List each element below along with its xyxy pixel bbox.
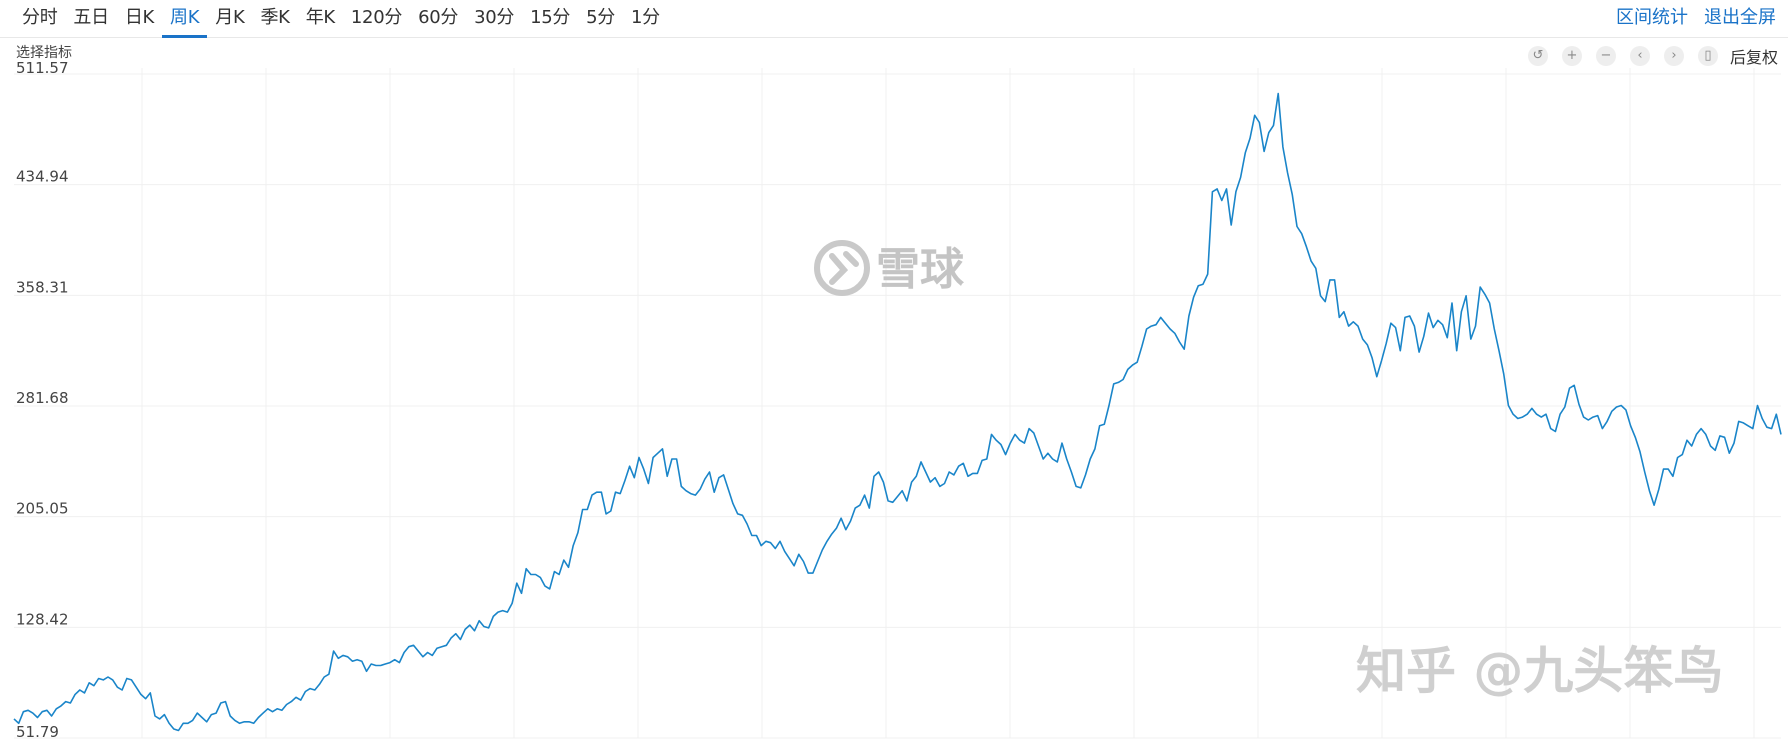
tab-12[interactable]: 1分: [630, 7, 660, 28]
candlestick-icon[interactable]: ▯: [1697, 46, 1718, 66]
period-tabs: 分时 五日 日K 周K 月K 季K 年K 120分 60分 30分 15分 5分 1分: [14, 0, 668, 38]
zhihu-watermark: 知乎 @九头笨鸟: [1356, 642, 1723, 700]
chart-tools: ↺ + − ‹ › ▯ 后复权: [1514, 44, 1778, 68]
period-toolbar: 分时 五日 日K 周K 月K 季K 年K 120分 60分 30分 15分 5分 1分 区间统计 退出全…: [0, 0, 1788, 38]
adjust-rights-toggle[interactable]: 后复权: [1729, 48, 1778, 67]
tab-6[interactable]: 年K: [305, 7, 336, 28]
y-tick-label: 358.31: [16, 278, 69, 296]
y-tick-label: 128.42: [16, 610, 69, 628]
next-icon[interactable]: ›: [1663, 46, 1684, 66]
interval-stats-button[interactable]: 区间统计: [1616, 7, 1688, 28]
zoom-in-icon[interactable]: +: [1561, 46, 1582, 66]
top-actions: 区间统计 退出全屏: [1600, 0, 1776, 38]
tab-10[interactable]: 15分: [530, 7, 571, 28]
tab-8[interactable]: 60分: [418, 7, 459, 28]
tab-7[interactable]: 120分: [350, 7, 403, 28]
y-axis-labels: 511.57 434.94 358.31 281.68 205.05 128.42 51.7…: [16, 59, 69, 741]
tab-5[interactable]: 季K: [260, 7, 290, 28]
undo-icon[interactable]: ↺: [1527, 46, 1548, 66]
tab-11[interactable]: 5分: [586, 7, 615, 28]
y-tick-label: 511.57: [16, 59, 69, 77]
y-tick-label: 51.79: [16, 723, 59, 741]
xueqiu-watermark: 雪球: [876, 244, 965, 295]
y-tick-label: 281.68: [16, 389, 69, 407]
xueqiu-logo-icon: [814, 240, 870, 296]
prev-icon[interactable]: ‹: [1629, 46, 1650, 66]
select-indicator-button[interactable]: 选择指标: [16, 45, 72, 61]
tab-9[interactable]: 30分: [474, 7, 515, 28]
price-line: [13, 92, 1782, 732]
zoom-out-icon[interactable]: −: [1595, 46, 1616, 66]
exit-fullscreen-button[interactable]: 退出全屏: [1704, 7, 1776, 28]
tab-2[interactable]: 日K: [124, 7, 155, 28]
y-tick-label: 205.05: [16, 500, 69, 518]
tab-3[interactable]: 周K: [162, 0, 208, 38]
chart-grid: [14, 68, 1781, 739]
tab-0[interactable]: 分时: [22, 7, 58, 28]
watermarks: 雪球 知乎 @九头笨鸟: [814, 240, 1723, 700]
y-tick-label: 434.94: [16, 168, 69, 186]
tab-1[interactable]: 五日: [73, 7, 109, 28]
tab-4[interactable]: 月K: [215, 7, 245, 28]
